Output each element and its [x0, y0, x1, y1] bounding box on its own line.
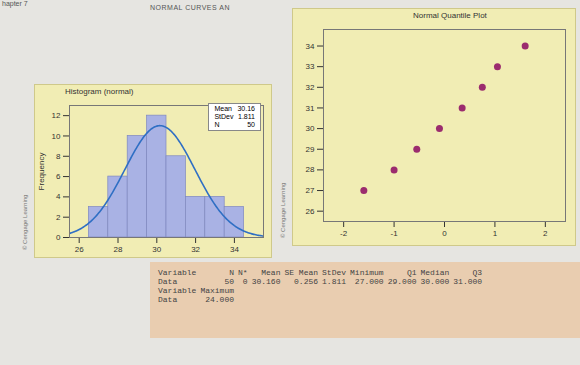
html-text:Mean: Mean	[214, 105, 232, 112]
svg-text:27: 27	[306, 186, 315, 195]
html-text:Normal Quantile Plot: Normal Quantile Plot	[413, 11, 487, 20]
svg-text:2: 2	[543, 229, 548, 238]
html-text:27.000 29.000 30.000 31.000: 27.000 29.000 30.000 31.000	[354, 277, 483, 286]
svg-text:4: 4	[56, 192, 61, 201]
svg-text:28: 28	[114, 245, 123, 254]
svg-text:Frequency: Frequency	[37, 153, 46, 191]
svg-text:2: 2	[56, 213, 61, 222]
html-text:StDev Minimum: StDev Minimum	[322, 268, 384, 277]
svg-text:34: 34	[230, 245, 239, 254]
html-text:Q3: Q3	[472, 268, 483, 277]
html-text:Data: Data	[158, 277, 178, 286]
html-text:1.811: 1.811	[322, 277, 347, 286]
html-text:Histogram (normal): Histogram (normal)	[65, 87, 134, 96]
svg-text:32: 32	[306, 83, 315, 92]
svg-text:32: 32	[191, 245, 200, 254]
svg-text:28: 28	[306, 165, 315, 174]
html-text:Q1 Median: Q1 Median	[406, 268, 450, 277]
svg-text:0: 0	[442, 229, 447, 238]
html-text:N: N	[229, 268, 234, 277]
html-text:50: 50	[224, 277, 234, 286]
svg-text:0: 0	[56, 233, 61, 242]
html-text:30.16: 30.16	[237, 105, 255, 112]
html-text:© Cengage Learning: © Cengage Learning	[22, 194, 28, 250]
svg-text:8: 8	[56, 152, 61, 161]
svg-text:12: 12	[52, 111, 61, 120]
html-text:N*: N*	[238, 268, 248, 277]
html-text:N: N	[214, 121, 220, 128]
svg-text:-2: -2	[340, 229, 348, 238]
svg-text:33: 33	[306, 62, 315, 71]
svg-text:31: 31	[306, 104, 315, 113]
svg-text:29: 29	[306, 145, 315, 154]
svg-text:1: 1	[493, 229, 498, 238]
html-text:0.256: 0.256	[294, 277, 318, 286]
svg-text:10: 10	[52, 132, 61, 141]
svg-text:30: 30	[306, 124, 315, 133]
svg-text:30: 30	[152, 245, 161, 254]
svg-text:6: 6	[56, 172, 61, 181]
svg-text:-1: -1	[391, 229, 399, 238]
html-text:NORMAL CURVES AN: NORMAL CURVES AN	[150, 4, 230, 11]
svg-text:26: 26	[306, 207, 315, 216]
html-text:Mean SE Mean: Mean SE Mean	[261, 268, 318, 277]
html-text:50: 50	[247, 121, 255, 128]
html-text:Variable Maximum: Variable Maximum	[158, 286, 234, 295]
html-text:Data: Data	[158, 295, 178, 304]
html-text:hapter 7: hapter 7	[2, 0, 28, 7]
html-text:0 30.160: 0 30.160	[242, 277, 281, 286]
html-text:StDev: StDev	[214, 113, 234, 120]
html-text:Variable: Variable	[158, 268, 197, 277]
html-text:© Cengage Learning: © Cengage Learning	[280, 182, 286, 238]
html-text:1.811: 1.811	[238, 113, 255, 120]
svg-text:34: 34	[306, 42, 315, 51]
html-text:24.000: 24.000	[205, 295, 234, 304]
svg-text:26: 26	[75, 245, 84, 254]
